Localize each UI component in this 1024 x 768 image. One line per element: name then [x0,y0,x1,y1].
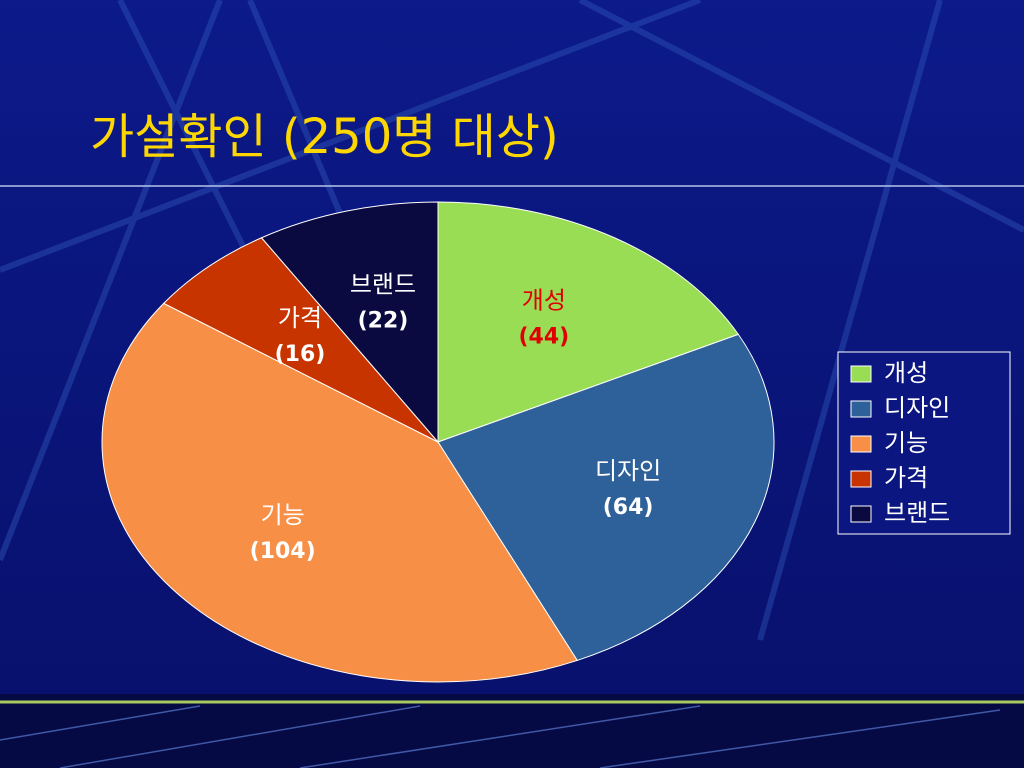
pie-slice [437,333,775,662]
chart-title: 가설확인 (250명 대상) [90,109,559,165]
pie-slice [437,201,740,443]
slice-value-label: (44) [519,324,570,349]
slice-value-label: (16) [275,342,326,367]
slice-value-label: (64) [603,495,654,520]
legend-swatch [850,365,872,383]
pie-slice [101,302,578,683]
legend-swatch [850,505,872,523]
footer-band [0,694,1024,768]
slice-value-label: (104) [250,539,316,564]
slice-label: 개성 [522,286,566,314]
slice-label: 브랜드 [350,270,416,298]
slice-value-label: (22) [358,308,409,333]
legend-swatch [850,470,872,488]
legend-label: 디자인 [884,394,950,422]
slice-label: 디자인 [595,457,661,485]
legend-label: 기능 [884,429,928,457]
slice-label: 가격 [278,304,322,332]
footer-lines [0,705,1001,768]
slice-label: 기능 [261,501,305,529]
legend-swatch [850,435,872,453]
legend-label: 개성 [884,359,928,387]
legend-label: 브랜드 [884,499,950,527]
legend-swatch [850,400,872,418]
legend-label: 가격 [884,464,928,492]
pie-slice [260,201,439,444]
pie-slice [162,237,439,443]
